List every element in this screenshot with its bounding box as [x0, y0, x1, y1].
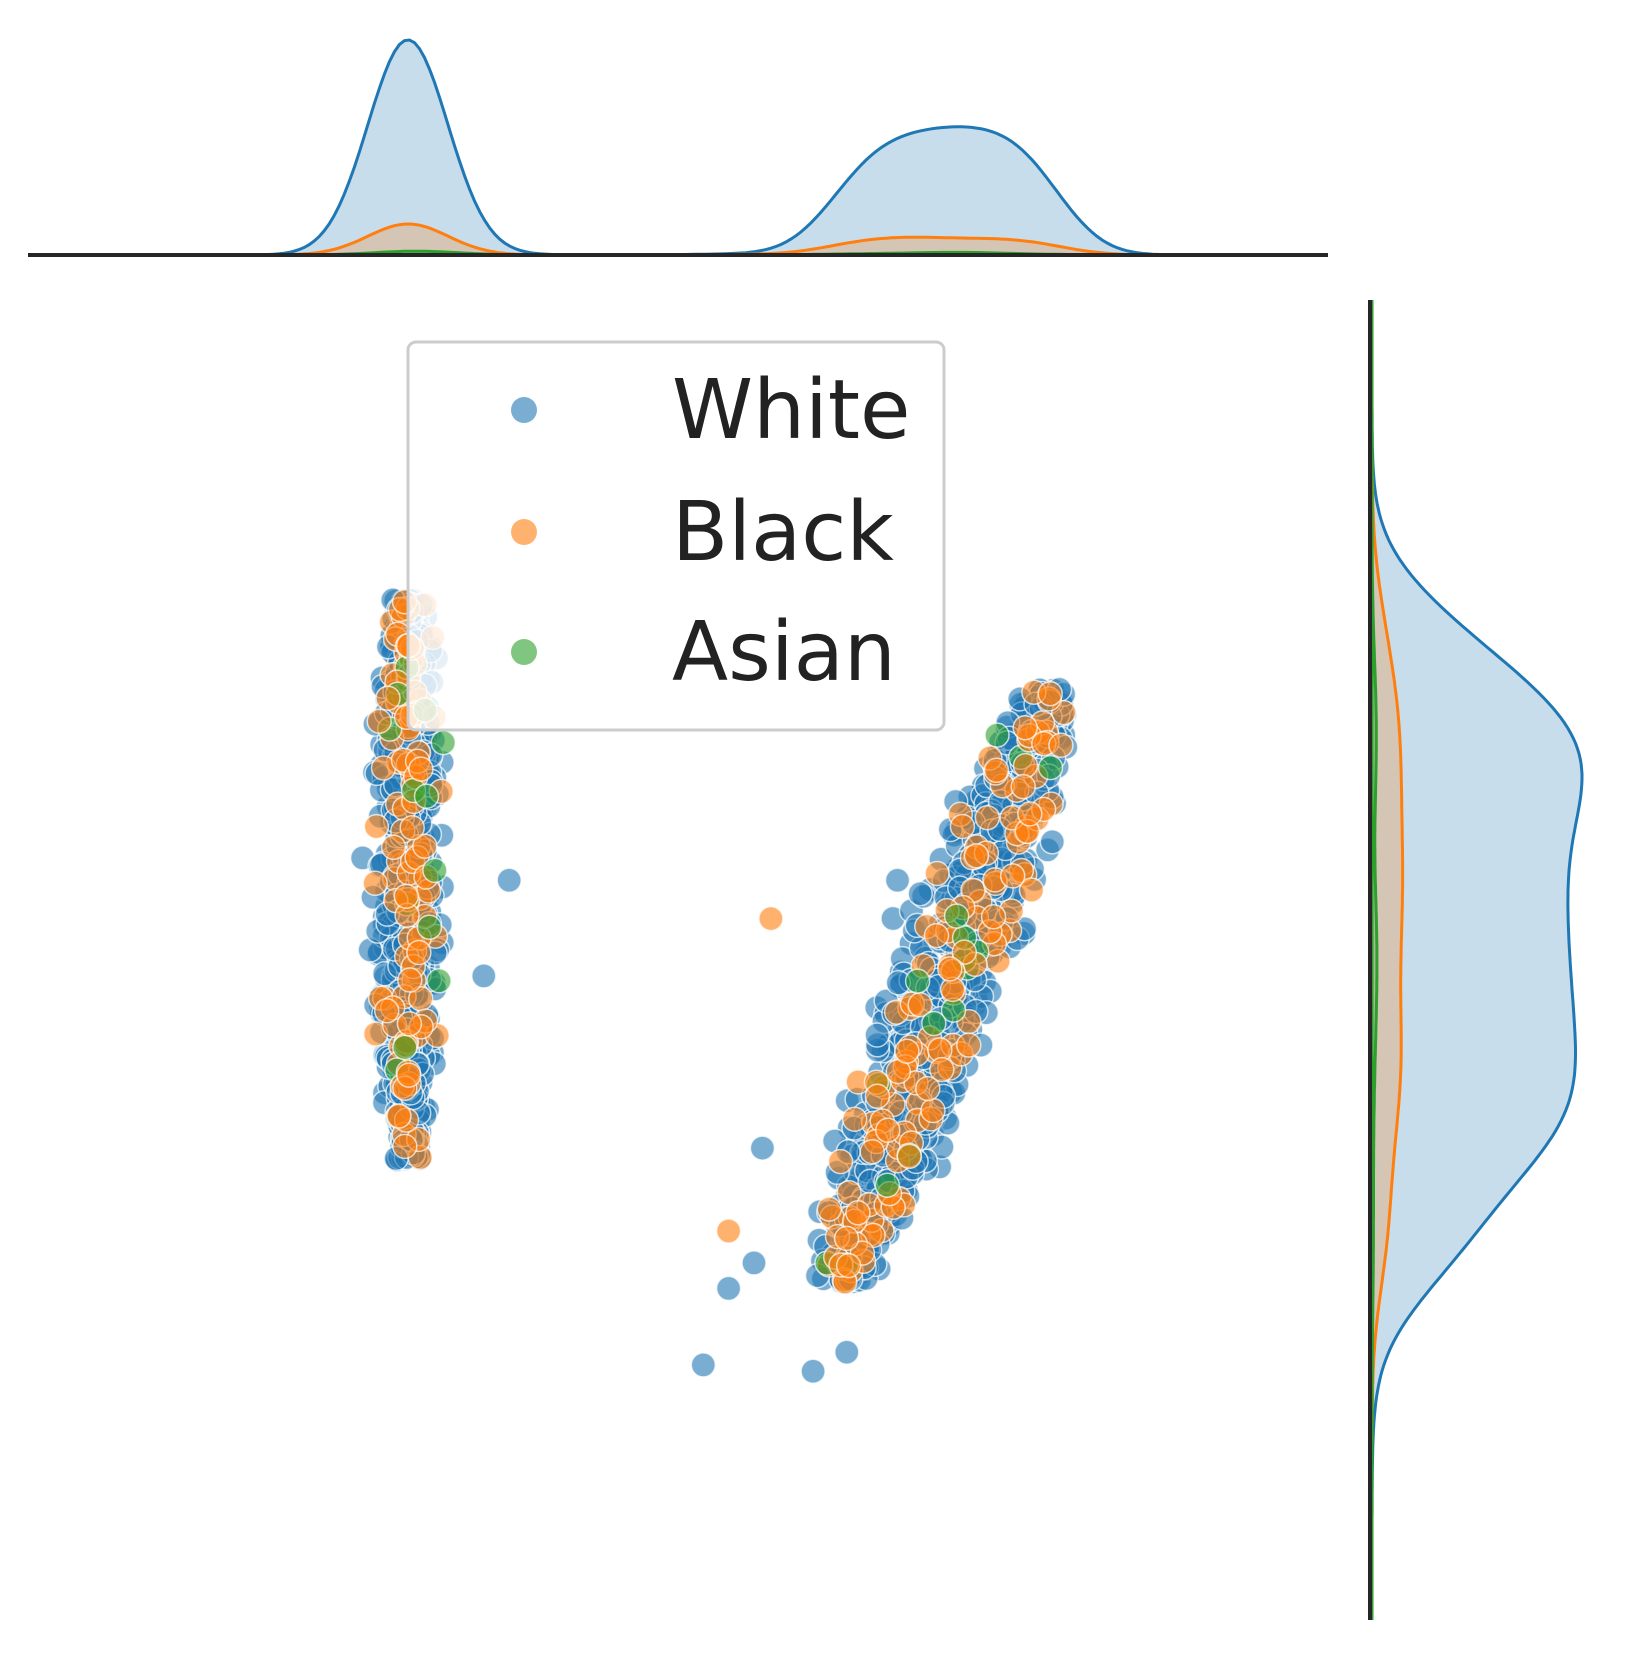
- legend-label-asian: Asian: [672, 605, 896, 700]
- scatter-point-black: [399, 814, 425, 841]
- scatter-point-black: [920, 1097, 946, 1124]
- scatter-point-asian: [413, 783, 440, 810]
- scatter-point-black: [923, 922, 950, 949]
- scatter-point-white: [741, 1250, 767, 1276]
- scatter-point-black: [380, 834, 407, 861]
- scatter-point-asian: [416, 914, 443, 940]
- scatter-point-white: [834, 1339, 860, 1365]
- scatter-point-black: [715, 1218, 742, 1244]
- scatter-point-white: [690, 1352, 717, 1378]
- right-marginal-kde: [1370, 300, 1584, 1620]
- scatter-point-black: [929, 1056, 955, 1083]
- scatter-point-white: [715, 1275, 742, 1302]
- scatter-point-black: [980, 904, 1007, 930]
- scatter-point-black: [375, 685, 401, 711]
- legend-label-white: White: [672, 363, 910, 458]
- scatter-point-white: [496, 867, 522, 894]
- scatter-point-white: [884, 867, 911, 894]
- scatter-point-black: [1010, 773, 1036, 800]
- scatter-point-black: [983, 757, 1010, 784]
- scatter-point-black: [963, 843, 990, 869]
- scatter-point-black: [1018, 877, 1045, 903]
- top-kde-white: [28, 38, 1328, 257]
- scatter-point-black: [366, 708, 392, 734]
- scatter-point-asian: [422, 857, 448, 884]
- scatter-point-black: [363, 813, 390, 840]
- scatter-point-black: [1012, 752, 1039, 779]
- scatter-point-asian: [1037, 754, 1064, 781]
- legend-marker-white: [511, 397, 537, 423]
- scatter-point-black: [393, 883, 420, 909]
- top-marginal-kde: [28, 38, 1328, 257]
- scatter-point-black: [915, 1075, 941, 1102]
- legend-marker-black: [511, 519, 537, 545]
- top-kde-black: [28, 222, 1328, 257]
- scatter-point-black: [924, 860, 950, 887]
- scatter-point-black: [956, 1032, 982, 1058]
- scatter-point-black: [373, 998, 400, 1024]
- scatter-point-black: [875, 1117, 901, 1143]
- scatter-point-black: [412, 833, 438, 859]
- scatter-point-black: [896, 1143, 923, 1170]
- scatter-point-white: [907, 880, 933, 907]
- legend-label-black: Black: [672, 485, 894, 580]
- scatter-point-black: [845, 1200, 871, 1226]
- scatter-point-black: [827, 1148, 854, 1175]
- scatter-point-black: [1048, 732, 1074, 759]
- legend: White Black Asian: [406, 340, 946, 732]
- scatter-point-black: [758, 905, 784, 932]
- scatter-point-black: [392, 1133, 418, 1160]
- scatter-point-black: [949, 813, 976, 840]
- scatter-points: [349, 587, 1079, 1385]
- scatter-point-white: [864, 1022, 890, 1048]
- scatter-point-asian: [874, 1172, 901, 1198]
- scatter-point-black: [1017, 801, 1043, 827]
- scatter-point-white: [749, 1135, 776, 1161]
- scatter-point-black: [864, 1083, 891, 1110]
- scatter-point-black: [408, 756, 434, 782]
- scatter-point-black: [1012, 714, 1038, 741]
- scatter-point-white: [800, 1358, 826, 1385]
- scatter-point-white: [1039, 829, 1066, 855]
- scatter-point-black: [396, 1011, 423, 1037]
- legend-box: [406, 340, 946, 732]
- scatter-point-black: [974, 804, 1001, 831]
- scatter-point-black: [833, 1225, 860, 1252]
- scatter-point-asian: [921, 1010, 947, 1037]
- scatter-point-black: [406, 939, 432, 966]
- scatter-point-black: [397, 967, 423, 993]
- right-kde-white: [1370, 300, 1584, 1620]
- scatter-point-black: [937, 956, 963, 982]
- scatter-point-black: [999, 863, 1026, 889]
- scatter-point-black: [396, 1062, 422, 1088]
- scatter-point-asian: [392, 1034, 418, 1061]
- scatter-point-black: [816, 1196, 843, 1222]
- scatter-point-black: [841, 1106, 868, 1132]
- scatter-point-black: [835, 1252, 862, 1279]
- scatter-point-asian: [430, 729, 457, 756]
- scatter-point-asian: [943, 903, 970, 929]
- scatter-point-asian: [904, 968, 931, 994]
- scatter-point-asian: [984, 722, 1010, 748]
- scatter-point-black: [386, 1103, 412, 1129]
- scatter-point-black: [894, 1038, 920, 1064]
- scatter-point-white: [471, 963, 497, 989]
- scatter-point-black: [859, 1138, 885, 1165]
- scatter-point-black: [1037, 680, 1063, 707]
- scatter-point-asian: [426, 968, 452, 994]
- scatter-point-black: [951, 939, 978, 965]
- scatter-point-black: [362, 870, 388, 897]
- legend-marker-asian: [511, 639, 537, 665]
